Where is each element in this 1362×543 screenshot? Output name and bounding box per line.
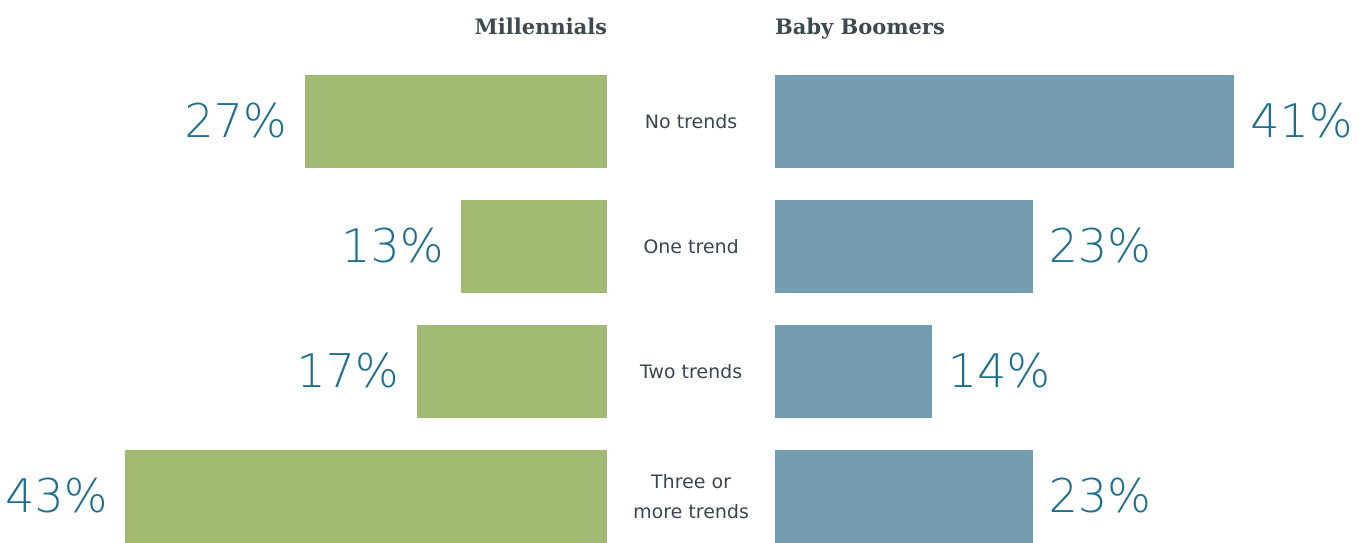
value-label: 13% <box>341 219 444 273</box>
bar <box>461 200 607 293</box>
series-title: Millennials <box>474 14 607 39</box>
value-label: 43% <box>5 469 108 523</box>
bar <box>125 450 607 543</box>
value-label: 17% <box>296 344 399 398</box>
value-label: 23% <box>1048 469 1151 523</box>
bar <box>416 325 607 418</box>
category-label: One trend <box>643 235 739 258</box>
category-label: Two trends <box>639 360 743 383</box>
value-label: 41% <box>1250 94 1353 148</box>
bar <box>775 75 1235 168</box>
category-label: No trends <box>644 110 738 133</box>
value-label: 14% <box>947 344 1051 398</box>
value-label: 27% <box>184 94 287 148</box>
category-label: Three or more trends <box>633 470 749 523</box>
bar <box>775 325 932 418</box>
bar <box>775 200 1033 293</box>
value-label: 23% <box>1048 219 1151 273</box>
bar <box>304 75 607 168</box>
bar <box>775 450 1033 543</box>
series-title: Baby Boomers <box>775 14 945 39</box>
